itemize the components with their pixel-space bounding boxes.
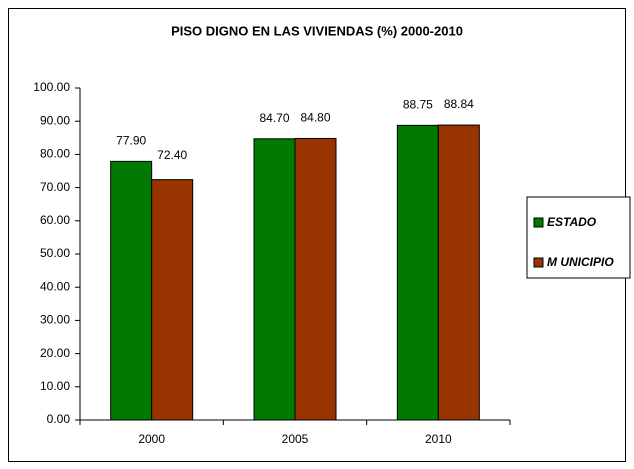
y-tick-label: 0.00 xyxy=(47,412,71,426)
bar xyxy=(437,124,480,421)
x-tick-label: 2010 xyxy=(425,432,452,446)
y-tick-label: 60.00 xyxy=(40,213,70,227)
bar xyxy=(294,137,337,421)
data-label: 72.40 xyxy=(157,148,187,162)
legend-label: ESTADO xyxy=(547,215,597,229)
legend-key xyxy=(533,217,544,228)
y-tick-label: 40.00 xyxy=(40,279,70,293)
data-label: 84.70 xyxy=(259,111,289,125)
data-label: 88.75 xyxy=(403,98,433,112)
legend-key xyxy=(533,257,544,268)
legend-label: M UNICIPIO xyxy=(547,255,614,269)
y-tick-label: 20.00 xyxy=(40,346,70,360)
bar xyxy=(253,138,296,421)
bar xyxy=(396,124,439,421)
legend-box xyxy=(526,196,631,279)
x-tick-label: 2005 xyxy=(282,432,309,446)
data-label: 88.84 xyxy=(444,97,474,111)
data-label: 77.90 xyxy=(116,134,146,148)
y-tick-label: 90.00 xyxy=(40,113,70,127)
data-label: 84.80 xyxy=(300,111,330,125)
bar xyxy=(151,179,194,421)
x-tick-label: 2000 xyxy=(138,432,165,446)
bar xyxy=(110,160,153,421)
y-tick-label: 50.00 xyxy=(40,246,70,260)
y-tick-label: 80.00 xyxy=(40,147,70,161)
y-tick-label: 30.00 xyxy=(40,313,70,327)
chart-title: PISO DIGNO EN LAS VIVIENDAS (%) 2000-201… xyxy=(171,23,463,38)
y-tick-label: 100.00 xyxy=(33,80,70,94)
y-tick-label: 10.00 xyxy=(40,379,70,393)
y-tick-label: 70.00 xyxy=(40,180,70,194)
